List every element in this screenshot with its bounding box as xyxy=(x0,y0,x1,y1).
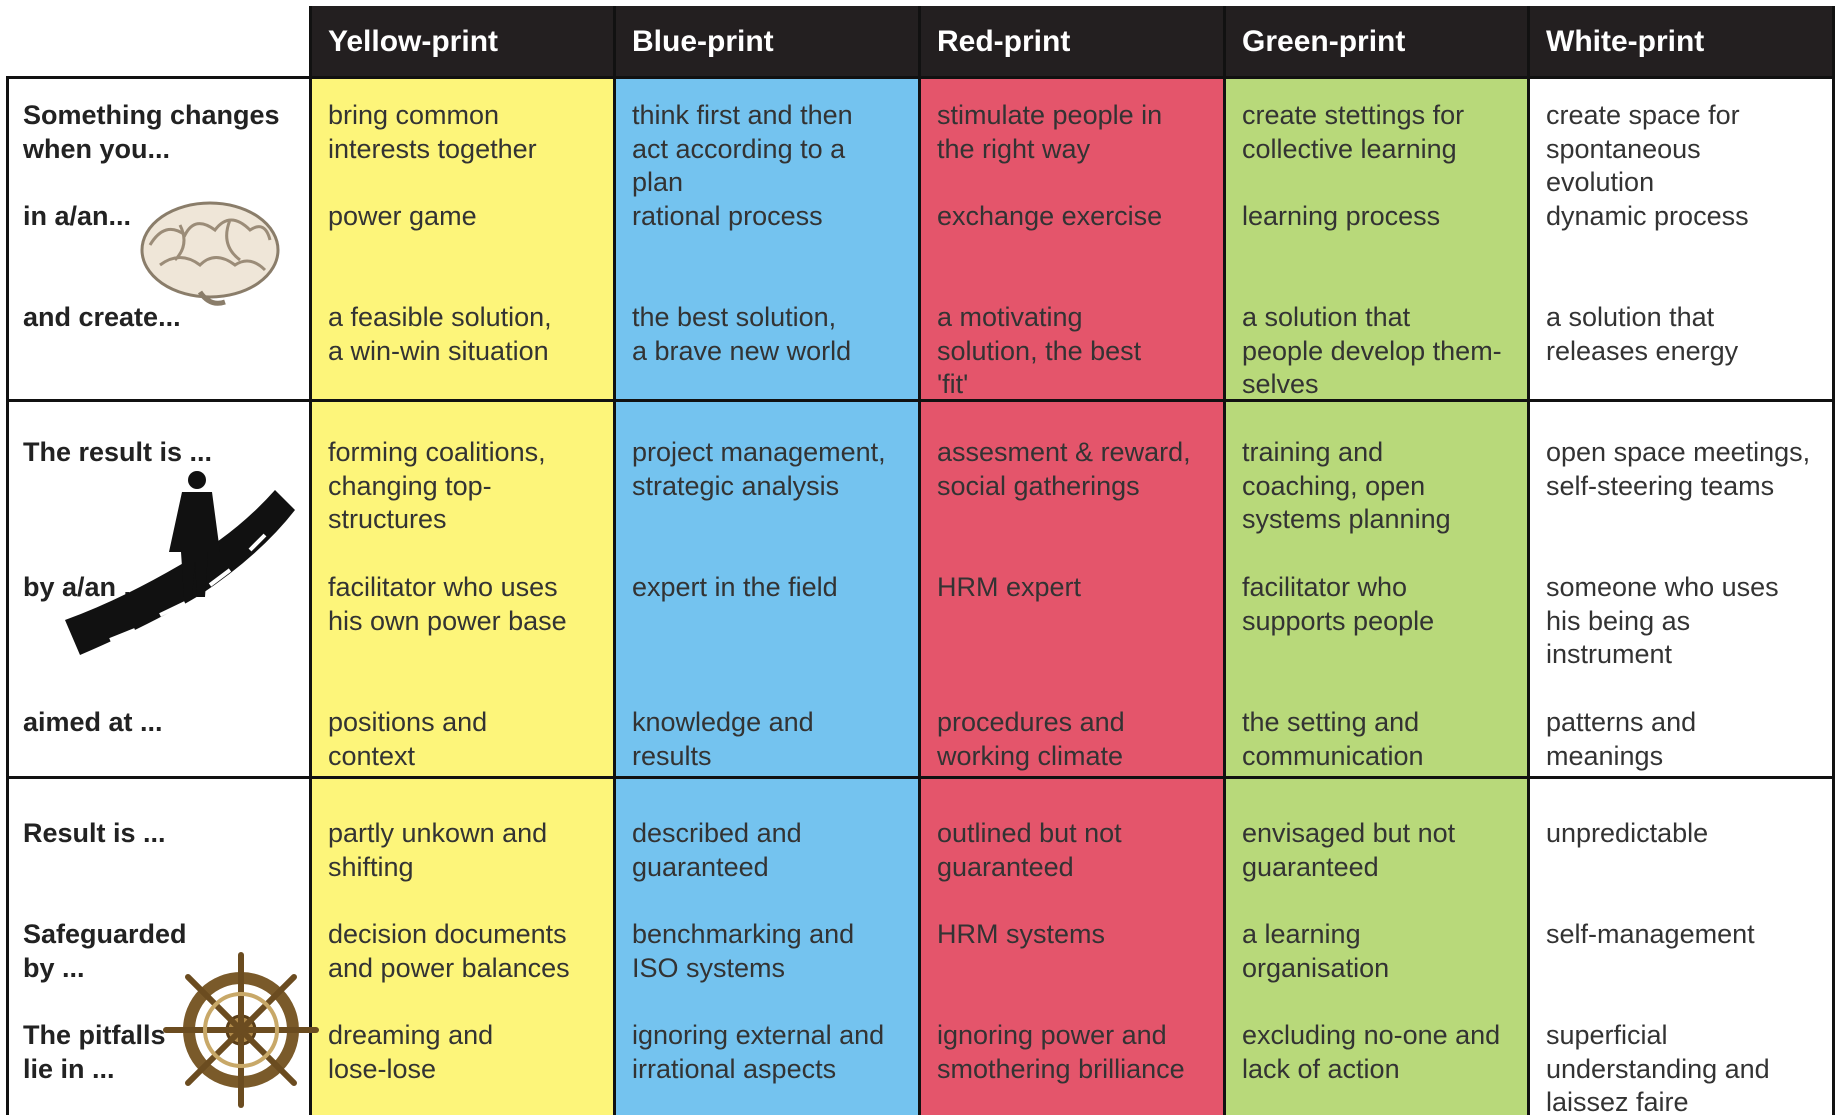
column-background xyxy=(614,400,919,777)
cell-text: assesment & reward, social gatherings xyxy=(937,437,1191,501)
column-background xyxy=(919,777,1224,1115)
row-divider xyxy=(6,399,1833,402)
column-divider xyxy=(1223,6,1226,1115)
businessman-on-road-icon xyxy=(65,471,295,655)
cell-text: rational process xyxy=(632,201,823,231)
cell-text: ignoring power and smothering brilliance xyxy=(937,1020,1185,1084)
cell-text: the best solution, a brave new world xyxy=(632,302,852,366)
cell-text: procedures and working climate xyxy=(937,707,1125,771)
cell-text: a learning organisation xyxy=(1242,919,1390,983)
column-divider xyxy=(1832,6,1835,1115)
column-header: Blue-print xyxy=(614,6,919,77)
cell-text: self-management xyxy=(1546,919,1755,949)
row-label: The pitfalls lie in ... xyxy=(23,1020,166,1084)
column-background xyxy=(1528,777,1833,1115)
ship-wheel-icon xyxy=(163,952,319,1108)
column-background xyxy=(310,777,614,1115)
row-label: Something changes when you... xyxy=(23,100,280,164)
column-header: White-print xyxy=(1528,6,1833,77)
cell-text: a solution that people develop them- sel… xyxy=(1242,302,1502,399)
column-background xyxy=(919,400,1224,777)
cell-text: learning process xyxy=(1242,201,1441,231)
cell-text: facilitator who uses his own power base xyxy=(328,572,567,636)
row-label: Safeguarded by ... xyxy=(23,919,187,983)
cell-text: exchange exercise xyxy=(937,201,1163,231)
cell-text: a solution that releases energy xyxy=(1546,302,1739,366)
cell-text: envisaged but not guaranteed xyxy=(1242,818,1456,882)
cell-text: create stettings for collective learning xyxy=(1242,100,1465,164)
cell-text: ignoring external and irrational aspects xyxy=(632,1020,885,1084)
column-background xyxy=(1224,400,1528,777)
brain-icon xyxy=(140,201,280,306)
column-header: Green-print xyxy=(1224,6,1528,77)
cell-text: HRM expert xyxy=(937,572,1082,602)
cell-text: unpredictable xyxy=(1546,818,1709,848)
cell-text: excluding no-one and lack of action xyxy=(1242,1020,1501,1084)
column-background xyxy=(919,77,1224,400)
column-background xyxy=(1528,400,1833,777)
cell-text: outlined but not guaranteed xyxy=(937,818,1122,882)
cell-text: stimulate people in the right way xyxy=(937,100,1163,164)
cell-text: a motivating solution, the best 'fit' xyxy=(937,302,1142,399)
row-label: The result is ... xyxy=(23,437,213,467)
cell-text: positions and context xyxy=(328,707,488,771)
column-background xyxy=(1224,777,1528,1115)
cell-text: patterns and meanings xyxy=(1546,707,1697,771)
cell-text: decision documents and power balances xyxy=(328,919,570,983)
column-background xyxy=(1528,77,1833,400)
column-background xyxy=(614,777,919,1115)
column-background xyxy=(614,77,919,400)
cell-text: bring common interests together xyxy=(328,100,537,164)
column-background xyxy=(310,400,614,777)
cell-text: open space meetings, self-steering teams xyxy=(1546,437,1811,501)
row-label: Result is ... xyxy=(23,818,166,848)
cell-text: create space for spontaneous evolution xyxy=(1546,100,1740,197)
row-label: in a/an... xyxy=(23,201,132,231)
cell-text: dreaming and lose-lose xyxy=(328,1020,494,1084)
cell-text: facilitator who supports people xyxy=(1242,572,1435,636)
column-header: Red-print xyxy=(919,6,1224,77)
cell-text: knowledge and results xyxy=(632,707,814,771)
row-label: and create... xyxy=(23,302,181,332)
cell-text: a feasible solution, a win-win situation xyxy=(328,302,552,366)
column-header: Yellow-print xyxy=(310,6,614,77)
cell-text: expert in the field xyxy=(632,572,838,602)
cell-text: partly unkown and shifting xyxy=(328,818,548,882)
table-border xyxy=(6,77,9,1115)
cell-text: forming coalitions, changing top- struct… xyxy=(328,437,546,534)
cell-text: training and coaching, open systems plan… xyxy=(1242,437,1451,534)
cell-text: described and guaranteed xyxy=(632,818,802,882)
cell-text: think first and then act according to a … xyxy=(632,100,853,197)
cell-text: project management, strategic analysis xyxy=(632,437,886,501)
column-divider xyxy=(918,6,921,1115)
column-divider xyxy=(309,6,312,1115)
column-background xyxy=(310,77,614,400)
row-label: aimed at ... xyxy=(23,707,163,737)
column-background xyxy=(1224,77,1528,400)
row-divider xyxy=(6,776,1833,779)
cell-text: the setting and communication xyxy=(1242,707,1424,771)
row-divider xyxy=(6,76,1833,79)
cell-text: someone who uses his being as instrument xyxy=(1546,572,1779,669)
cell-text: HRM systems xyxy=(937,919,1105,949)
cell-text: benchmarking and ISO systems xyxy=(632,919,855,983)
cell-text: dynamic process xyxy=(1546,201,1749,231)
column-divider xyxy=(1527,6,1530,1115)
cell-text: power game xyxy=(328,201,477,231)
column-divider xyxy=(613,6,616,1115)
cell-text: superficial understanding and laissez fa… xyxy=(1546,1020,1770,1115)
